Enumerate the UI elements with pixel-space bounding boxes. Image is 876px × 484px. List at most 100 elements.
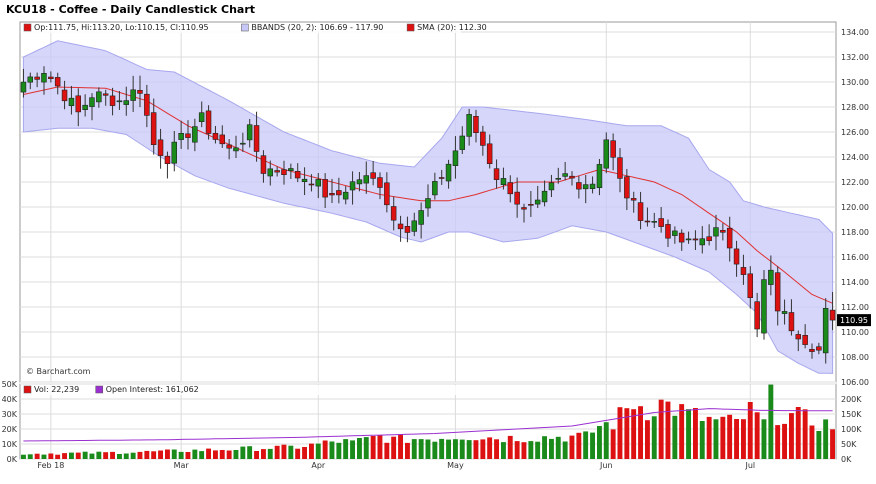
candle: [473, 109, 479, 143]
candle: [102, 89, 109, 106]
price-tick-label: 114.00: [841, 278, 869, 287]
candle: [96, 87, 102, 108]
candle: [212, 125, 219, 144]
volume-bar: [576, 432, 582, 459]
candle: [596, 158, 603, 196]
candle-body: [678, 232, 685, 243]
volume-bar: [158, 450, 163, 459]
candle-body: [20, 81, 27, 93]
candle: [459, 126, 465, 155]
price-tick-label: 108.00: [841, 353, 869, 362]
volume-bar: [823, 419, 829, 459]
candle-body: [562, 173, 568, 177]
candle-body: [253, 125, 260, 152]
volume-legend: Vol: 22,239 Open Interest: 161,062: [21, 385, 461, 395]
last-price-badge: [837, 314, 871, 327]
candle: [178, 120, 184, 149]
candle: [397, 215, 404, 242]
candle-body: [198, 112, 205, 122]
candle: [260, 150, 267, 183]
candle-body: [658, 218, 664, 227]
volume-bar: [274, 445, 280, 459]
candle-body: [624, 176, 630, 199]
legend-swatch: [23, 385, 32, 394]
candle-body: [109, 95, 116, 106]
candle-body: [384, 182, 390, 206]
watermark: © Barchart.com: [26, 367, 91, 376]
oi-tick-label: 150K: [841, 410, 862, 419]
candle: [802, 324, 808, 349]
candle: [363, 161, 369, 194]
candle-body: [630, 198, 637, 201]
candle-body: [507, 182, 513, 195]
legend-swatch: [241, 23, 249, 32]
candle: [665, 219, 671, 248]
candle: [116, 91, 123, 110]
candle: [720, 223, 726, 241]
candle-body: [816, 346, 822, 351]
volume-bar: [117, 454, 122, 459]
candle-body: [267, 168, 273, 177]
volume-bar: [528, 441, 534, 459]
volume-bar: [151, 451, 157, 459]
candle: [137, 75, 143, 108]
volume-bar: [295, 448, 301, 459]
candle: [733, 240, 740, 277]
volume-bar: [192, 449, 198, 459]
candle-body: [569, 175, 575, 179]
volume-tick-label: 40K: [2, 395, 18, 404]
volume-bar: [219, 450, 225, 459]
candle: [294, 163, 301, 183]
candle: [624, 168, 630, 211]
candle: [274, 166, 280, 177]
candle: [829, 292, 836, 331]
volume-bar: [21, 454, 26, 459]
candle-body: [281, 169, 287, 176]
candle-body: [336, 190, 342, 196]
candle: [54, 72, 61, 95]
candle-body: [89, 97, 95, 107]
candle-body: [96, 91, 102, 103]
candle: [788, 299, 795, 336]
volume-bar: [171, 449, 177, 459]
candle: [130, 75, 136, 112]
x-tick-label: Jul: [744, 461, 755, 470]
candle: [692, 230, 699, 250]
legend-swatch: [95, 385, 103, 394]
candle-body: [596, 164, 603, 188]
candle: [514, 177, 520, 218]
volume-bar: [89, 453, 95, 459]
candle-body: [54, 77, 61, 87]
candle: [164, 151, 171, 179]
price-tick-label: 110.00: [841, 328, 869, 337]
candle-body: [788, 312, 795, 332]
volume-bar: [569, 435, 575, 459]
candle-body: [486, 143, 493, 165]
volume-bar: [521, 442, 527, 459]
candle: [329, 178, 335, 204]
candle-body: [390, 206, 397, 221]
candle-body: [692, 238, 699, 241]
volume-tick-label: 10K: [2, 440, 18, 449]
volume-bar: [96, 451, 102, 459]
candle-body: [548, 182, 555, 191]
candle-body: [205, 110, 212, 134]
candle: [617, 148, 623, 193]
candle-body: [171, 141, 178, 164]
candle-body: [480, 131, 486, 146]
candle-body: [397, 223, 404, 230]
candle: [315, 172, 321, 199]
candle: [384, 172, 390, 213]
candle: [528, 191, 534, 217]
candle: [301, 167, 308, 196]
candle-body: [829, 309, 836, 321]
candle: [432, 172, 438, 200]
volume-bar: [645, 420, 650, 459]
volume-bar: [350, 440, 355, 459]
candle-body: [665, 224, 671, 239]
candle: [240, 132, 246, 152]
candle: [466, 108, 472, 146]
candle-body: [322, 179, 328, 198]
candle-body: [768, 269, 774, 285]
volume-bar: [226, 450, 232, 459]
